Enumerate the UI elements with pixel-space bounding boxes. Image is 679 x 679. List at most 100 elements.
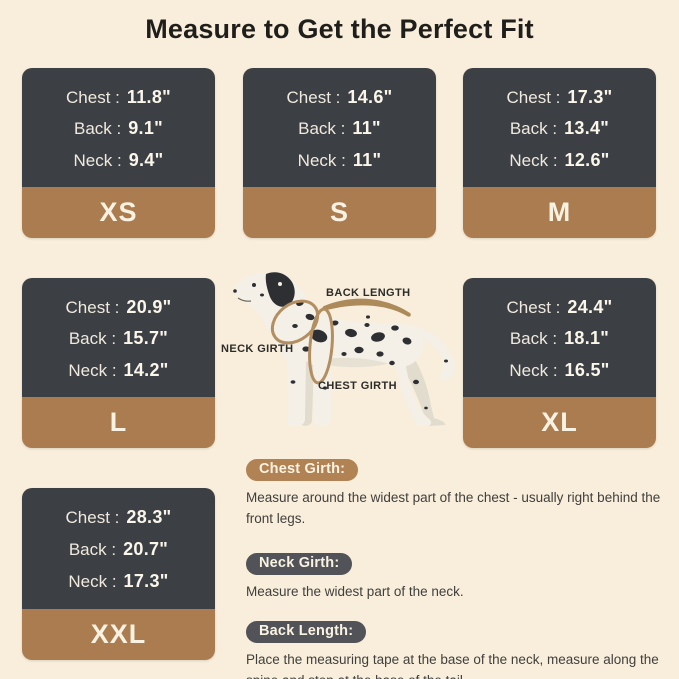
size-card-s: Chest : 14.6" Back : 11" Neck : 11" S — [243, 68, 436, 238]
chest-girth-label: CHEST GIRTH — [318, 380, 397, 392]
neck-measurement: Neck : 9.4" — [74, 150, 164, 171]
size-label-band: XL — [463, 397, 656, 448]
measure-value: 9.1" — [128, 118, 163, 138]
measuring-instructions: Chest Girth: Measure around the widest p… — [246, 455, 670, 679]
measure-label: Back : — [509, 329, 558, 348]
back-length-instruction: Place the measuring tape at the base of … — [246, 651, 659, 679]
size-label-band: L — [22, 397, 215, 448]
measure-value: 14.2" — [123, 359, 169, 380]
back-length-label: BACK LENGTH — [326, 287, 411, 299]
neck-girth-instruction: Measure the widest part of the neck. — [246, 583, 464, 599]
measure-label: Chest : — [65, 508, 120, 527]
neck-measurement: Neck : 11" — [298, 150, 382, 171]
measure-label: Chest : — [66, 87, 120, 107]
chest-girth-tape — [308, 307, 334, 385]
size-card-xl: Chest : 24.4" Back : 18.1" Neck : 16.5" … — [463, 278, 656, 448]
dog-ear — [265, 272, 295, 307]
size-card-xs: Chest : 11.8" Back : 9.1" Neck : 9.4" XS — [22, 68, 215, 238]
chest-measurement: Chest : 14.6" — [287, 87, 393, 108]
measure-label: Chest : — [506, 87, 561, 107]
chest-measurement: Chest : 24.4" — [507, 297, 613, 318]
chest-measurement: Chest : 28.3" — [66, 507, 172, 528]
measure-label: Neck : — [509, 360, 558, 380]
size-card-measurements: Chest : 11.8" Back : 9.1" Neck : 9.4" — [22, 68, 215, 187]
measure-label: Back : — [298, 119, 346, 138]
back-measurement: Back : 11" — [298, 118, 381, 139]
size-name: L — [109, 407, 128, 437]
size-label-band: XS — [22, 187, 215, 238]
measure-label: Back : — [68, 329, 117, 348]
dog-eye — [252, 283, 256, 287]
neck-measurement: Neck : 12.6" — [509, 150, 609, 171]
measure-label: Neck : — [68, 360, 117, 380]
size-name: XL — [541, 407, 578, 437]
size-card-xxl: Chest : 28.3" Back : 20.7" Neck : 17.3" … — [22, 488, 215, 660]
size-name: M — [547, 197, 572, 227]
size-name: XXL — [90, 619, 147, 649]
back-measurement: Back : 15.7" — [69, 328, 168, 349]
measure-value: 11" — [352, 149, 382, 170]
size-card-measurements: Chest : 17.3" Back : 13.4" Neck : 12.6" — [463, 68, 656, 187]
measure-value: 20.9" — [126, 296, 172, 317]
back-measurement: Back : 18.1" — [510, 328, 609, 349]
size-card-measurements: Chest : 14.6" Back : 11" Neck : 11" — [243, 68, 436, 187]
size-label-band: S — [243, 187, 436, 238]
size-name: XS — [99, 197, 138, 227]
neck-measurement: Neck : 17.3" — [68, 571, 168, 592]
size-label-band: XXL — [22, 609, 215, 660]
measure-label: Neck : — [68, 572, 117, 591]
neck-measurement: Neck : 14.2" — [68, 360, 168, 381]
measure-value: 11" — [352, 118, 381, 138]
measure-value: 11.8" — [126, 86, 171, 107]
size-card-measurements: Chest : 24.4" Back : 18.1" Neck : 16.5" — [463, 278, 656, 397]
measure-label: Chest : — [65, 297, 120, 317]
measure-label: Chest : — [506, 297, 561, 317]
measure-value: 17.3" — [123, 571, 169, 591]
dalmatian-dog-illustration — [233, 272, 455, 427]
measure-label: Neck : — [297, 150, 346, 170]
measure-value: 24.4" — [567, 296, 613, 317]
measure-label: Neck : — [509, 150, 558, 170]
neck-girth-label: NECK GIRTH — [221, 343, 294, 355]
back-measurement: Back : 13.4" — [510, 118, 609, 139]
size-card-measurements: Chest : 20.9" Back : 15.7" Neck : 14.2" — [22, 278, 215, 397]
neck-measurement: Neck : 16.5" — [509, 360, 609, 381]
measure-value: 16.5" — [564, 359, 610, 380]
measure-value: 14.6" — [347, 86, 393, 107]
back-measurement: Back : 9.1" — [74, 118, 163, 139]
measure-value: 9.4" — [128, 149, 164, 170]
measure-label: Neck : — [73, 150, 122, 170]
chest-measurement: Chest : 20.9" — [66, 297, 172, 318]
back-length-tape — [322, 298, 411, 317]
measure-label: Chest : — [286, 87, 341, 107]
dalmatian-spots — [260, 275, 448, 410]
measure-value: 20.7" — [123, 539, 169, 559]
chest-measurement: Chest : 17.3" — [507, 87, 613, 108]
size-card-l: Chest : 20.9" Back : 15.7" Neck : 14.2" … — [22, 278, 215, 448]
measure-value: 15.7" — [123, 328, 169, 348]
chest-measurement: Chest : 11.8" — [66, 87, 171, 108]
measure-label: Back : — [509, 119, 558, 138]
neck-girth-badge: Neck Girth: — [246, 552, 353, 575]
size-label-band: M — [463, 187, 656, 238]
dog-nose — [233, 289, 237, 293]
measure-label: Back : — [73, 119, 122, 138]
measure-value: 17.3" — [567, 86, 613, 107]
measure-label: Back : — [68, 540, 117, 559]
size-card-m: Chest : 17.3" Back : 13.4" Neck : 12.6" … — [463, 68, 656, 238]
size-card-measurements: Chest : 28.3" Back : 20.7" Neck : 17.3" — [22, 488, 215, 609]
neck-girth-tape — [270, 299, 320, 345]
chest-girth-badge: Chest Girth: — [246, 459, 359, 481]
measure-value: 13.4" — [564, 118, 610, 138]
back-length-badge: Back Length: — [246, 620, 367, 643]
dog-measurement-diagram — [218, 262, 468, 452]
measure-value: 12.6" — [564, 149, 610, 170]
dog-mouth — [237, 297, 252, 302]
measure-value: 28.3" — [126, 507, 172, 527]
back-measurement: Back : 20.7" — [69, 539, 168, 560]
size-name: S — [329, 197, 349, 227]
measure-value: 18.1" — [564, 328, 610, 348]
chest-girth-instruction: Measure around the widest part of the ch… — [246, 490, 661, 526]
page-title: Measure to Get the Perfect Fit — [145, 14, 534, 44]
